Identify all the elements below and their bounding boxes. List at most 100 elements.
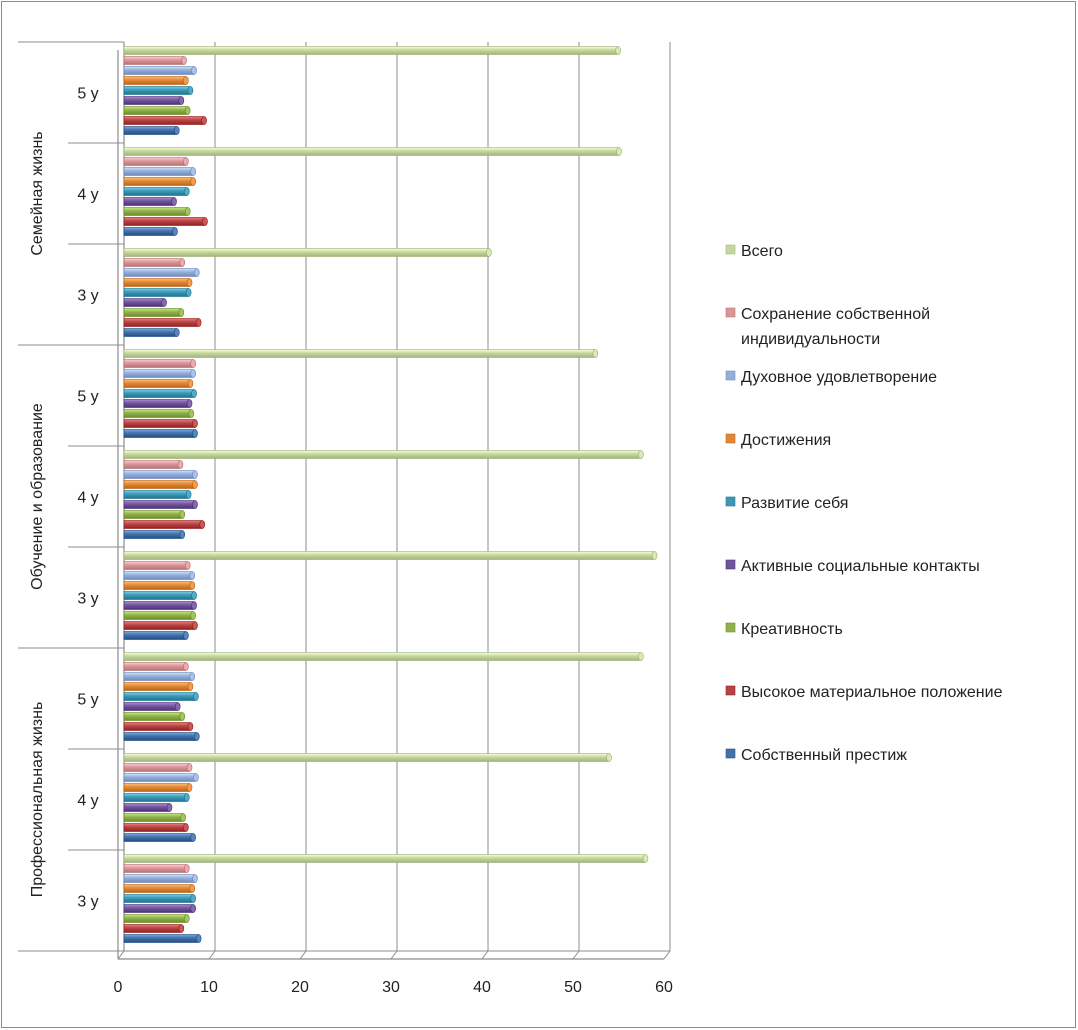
bar-cap	[187, 682, 194, 691]
bar	[123, 530, 186, 539]
category-label-2: 5 у	[77, 692, 98, 709]
bar	[123, 450, 644, 459]
bar-body	[123, 258, 183, 267]
bar-body	[123, 601, 195, 610]
bar	[123, 328, 180, 337]
bar-cap	[166, 803, 173, 812]
bar-body	[123, 389, 195, 398]
bar-body	[123, 429, 196, 438]
bar-body	[123, 369, 194, 378]
bar-body	[123, 914, 188, 923]
bar-cap	[171, 197, 177, 206]
bar-body	[123, 813, 184, 822]
category-label-3: 3 у	[77, 591, 98, 608]
bar	[123, 227, 178, 236]
bar-cap	[638, 652, 644, 661]
bar	[123, 106, 191, 115]
bar	[123, 46, 621, 55]
x-tick-label-5: 50	[564, 979, 582, 996]
x-tick-label-6: 60	[655, 979, 673, 996]
bar-cap	[199, 520, 206, 529]
bar-body	[123, 551, 655, 560]
bar-cap	[190, 894, 196, 903]
bar-body	[123, 631, 187, 640]
category-label-0: 3 у	[77, 894, 98, 911]
bar	[123, 76, 189, 85]
bar	[123, 753, 612, 762]
legend-item-8: Собственный престиж	[725, 747, 907, 764]
bar-cap	[187, 379, 194, 388]
legend-item-4: Развитие себя	[725, 495, 848, 512]
bar-cap	[173, 126, 180, 135]
bar-body	[123, 692, 197, 701]
bar	[123, 581, 196, 590]
bar	[123, 460, 184, 469]
bar-cap	[184, 561, 191, 570]
bar-body	[123, 379, 191, 388]
x-tick-label-4: 40	[473, 979, 491, 996]
x-floor-tick-0	[117, 950, 125, 960]
bar-cap	[193, 692, 199, 701]
bar	[123, 854, 649, 863]
bar-body	[123, 399, 190, 408]
bar	[123, 914, 190, 923]
bar-body	[123, 803, 170, 812]
bar-cap	[185, 288, 192, 297]
bar-body	[123, 773, 197, 782]
bar	[123, 732, 200, 741]
legend-label: Высокое материальное положение	[741, 684, 1003, 701]
bar	[123, 258, 186, 267]
bar-cap	[180, 813, 186, 822]
bar-cap	[191, 66, 197, 75]
bar-cap	[192, 874, 198, 883]
legend-swatch	[725, 496, 736, 507]
bar-body	[123, 884, 193, 893]
bar	[123, 86, 194, 95]
bar	[123, 359, 196, 368]
bar	[123, 551, 658, 560]
bar-cap	[178, 308, 185, 317]
bar	[123, 288, 192, 297]
bar	[123, 520, 206, 529]
bar	[123, 480, 198, 489]
bar-body	[123, 702, 178, 711]
bar	[123, 470, 198, 479]
bar-body	[123, 763, 190, 772]
bar-cap	[183, 76, 189, 85]
legend-swatch	[725, 685, 736, 696]
bar	[123, 682, 194, 691]
bar-body	[123, 571, 193, 580]
bar-cap	[178, 96, 185, 105]
bar	[123, 298, 167, 307]
bar-body	[123, 227, 176, 236]
bar-body	[123, 419, 196, 428]
bar-cap	[184, 106, 191, 115]
bar-body	[123, 864, 188, 873]
bar-body	[123, 682, 191, 691]
legend-swatch	[725, 307, 736, 318]
bar	[123, 56, 187, 65]
category-label-6: 3 у	[77, 288, 98, 305]
bar-body	[123, 722, 191, 731]
category-label-7: 4 у	[77, 187, 98, 204]
bar-body	[123, 409, 192, 418]
bar-cap	[183, 187, 190, 196]
legend-label: Духовное удовлетворение	[741, 369, 937, 386]
bar	[123, 803, 173, 812]
bar-body	[123, 490, 189, 499]
category-label-4: 4 у	[77, 490, 98, 507]
bar-body	[123, 318, 199, 327]
x-tick-label-1: 10	[200, 979, 218, 996]
bar	[123, 429, 198, 438]
bar-cap	[187, 86, 194, 95]
bar-cap	[190, 369, 196, 378]
bar-body	[123, 823, 187, 832]
x-tick-label-2: 20	[291, 979, 309, 996]
bar	[123, 773, 199, 782]
group-label-2: Семейная жизнь	[29, 131, 46, 255]
bar	[123, 561, 191, 570]
bar	[123, 96, 185, 105]
bar	[123, 409, 195, 418]
